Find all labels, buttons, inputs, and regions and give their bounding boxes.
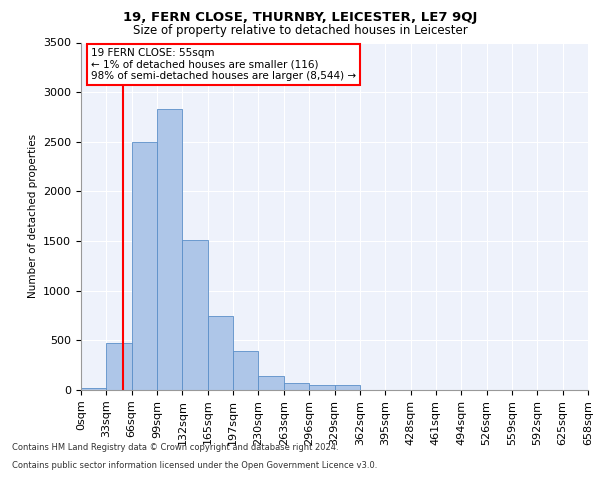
Y-axis label: Number of detached properties: Number of detached properties [28, 134, 38, 298]
Text: 19 FERN CLOSE: 55sqm
← 1% of detached houses are smaller (116)
98% of semi-detac: 19 FERN CLOSE: 55sqm ← 1% of detached ho… [91, 48, 356, 81]
Text: Contains HM Land Registry data © Crown copyright and database right 2024.: Contains HM Land Registry data © Crown c… [12, 444, 338, 452]
Bar [132, 142, 157, 390]
Bar [335, 384, 360, 390]
Bar [106, 344, 132, 390]
Bar [284, 382, 309, 390]
Bar [208, 316, 233, 390]
Bar [81, 388, 106, 390]
Bar [182, 240, 208, 390]
Text: Contains public sector information licensed under the Open Government Licence v3: Contains public sector information licen… [12, 461, 377, 470]
Bar [233, 352, 259, 390]
Bar [157, 109, 182, 390]
Bar [259, 376, 284, 390]
Text: Size of property relative to detached houses in Leicester: Size of property relative to detached ho… [133, 24, 467, 37]
Text: 19, FERN CLOSE, THURNBY, LEICESTER, LE7 9QJ: 19, FERN CLOSE, THURNBY, LEICESTER, LE7 … [123, 11, 477, 24]
Bar [309, 384, 335, 390]
